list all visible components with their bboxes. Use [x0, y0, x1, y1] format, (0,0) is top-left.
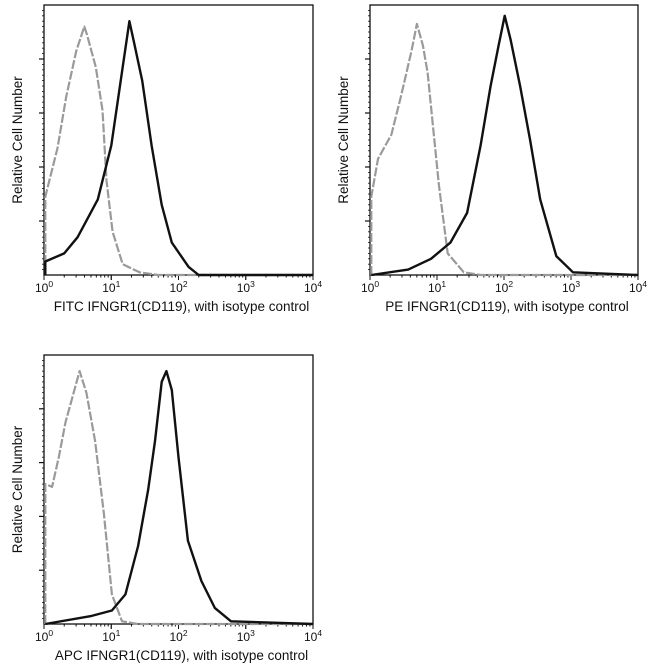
x-tick-label: 103	[562, 279, 580, 295]
ifngr1-curve	[371, 14, 639, 277]
x-tick-label-exponent: 4	[642, 279, 647, 289]
x-tick-label-base: 10	[304, 281, 318, 295]
x-tick-label-base: 10	[102, 281, 116, 295]
x-tick-label-base: 10	[629, 281, 643, 295]
x-tick-label-exponent: 1	[116, 279, 121, 289]
x-tick-label-base: 10	[237, 630, 251, 644]
x-tick-label: 100	[35, 279, 53, 295]
x-tick-label-base: 10	[428, 281, 442, 295]
x-tick-label-exponent: 0	[48, 628, 53, 638]
x-tick-label: 102	[495, 279, 513, 295]
x-tick-label-exponent: 3	[250, 628, 255, 638]
ifngr1-curve	[44, 20, 313, 277]
x-tick-label: 104	[629, 279, 647, 295]
y-axis-label: Relative Cell Number	[10, 76, 25, 204]
x-tick-label: 100	[35, 628, 53, 644]
x-tick-label: 102	[169, 279, 187, 295]
x-tick-label-base: 10	[102, 630, 116, 644]
x-tick-label: 103	[237, 279, 255, 295]
x-tick-label-base: 10	[361, 281, 375, 295]
x-tick-label-exponent: 0	[374, 279, 379, 289]
x-tick-label: 104	[304, 628, 322, 644]
x-tick-label-base: 10	[237, 281, 251, 295]
x-tick-label-base: 10	[35, 630, 49, 644]
x-tick-label-exponent: 3	[575, 279, 580, 289]
x-axis-label: APC IFNGR1(CD119), with isotype control	[55, 648, 308, 663]
x-axis-label: FITC IFNGR1(CD119), with isotype control	[54, 299, 310, 314]
x-tick-label: 101	[102, 628, 120, 644]
y-axis-label: Relative Cell Number	[10, 425, 25, 553]
plot-frame	[43, 354, 314, 625]
isotype-control-curve	[370, 22, 638, 277]
x-tick-label-exponent: 2	[508, 279, 513, 289]
x-tick-label-base: 10	[495, 281, 509, 295]
x-tick-label-base: 10	[169, 281, 183, 295]
x-tick-label-exponent: 2	[183, 628, 188, 638]
x-tick-label: 103	[237, 628, 255, 644]
x-tick-label-exponent: 4	[317, 279, 322, 289]
x-tick-label-base: 10	[169, 630, 183, 644]
isotype-control-curve	[44, 370, 313, 626]
x-tick-label: 104	[304, 279, 322, 295]
x-tick-label-base: 10	[35, 281, 49, 295]
x-tick-label-exponent: 1	[441, 279, 446, 289]
x-tick-label-exponent: 1	[116, 628, 121, 638]
x-tick-label: 100	[361, 279, 379, 295]
x-tick-label-exponent: 2	[183, 279, 188, 289]
x-tick-label-exponent: 0	[48, 279, 53, 289]
plot-frame	[43, 4, 314, 276]
x-tick-label-exponent: 3	[250, 279, 255, 289]
x-tick-label: 102	[169, 628, 187, 644]
x-tick-label: 101	[428, 279, 446, 295]
x-tick-label: 101	[102, 279, 120, 295]
x-tick-label-base: 10	[562, 281, 576, 295]
isotype-control-curve	[44, 25, 313, 277]
ifngr1-curve	[45, 369, 314, 626]
x-tick-label-base: 10	[304, 630, 318, 644]
x-tick-label-exponent: 4	[317, 628, 322, 638]
x-axis-label: PE IFNGR1(CD119), with isotype control	[385, 299, 629, 314]
plot-frame	[369, 4, 639, 276]
y-axis-label: Relative Cell Number	[336, 76, 351, 204]
